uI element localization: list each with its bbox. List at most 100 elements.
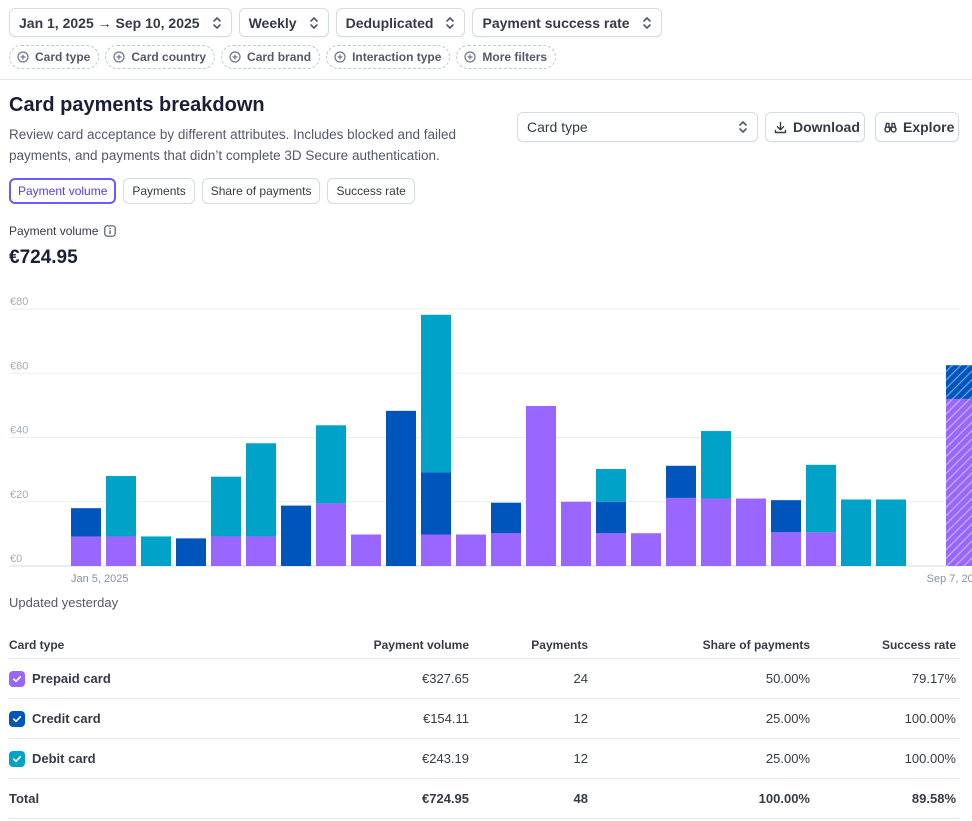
bar-segment-credit-card[interactable] (281, 505, 311, 566)
bar-segment-debit-card[interactable] (106, 476, 136, 537)
bar-segment-credit-card[interactable] (946, 365, 972, 399)
checkbox[interactable] (9, 710, 25, 727)
total-payments: 48 (573, 791, 588, 806)
metric-label: Payment volume (9, 224, 117, 238)
bar-segment-credit-card[interactable] (176, 538, 206, 566)
header-payments: Payments (531, 638, 588, 652)
group-by-label: Card type (527, 119, 588, 135)
x-tick-label: Jan 5, 2025 (71, 573, 129, 585)
group-by-select[interactable]: Card type (517, 112, 758, 142)
plus-circle-icon (464, 51, 477, 63)
row-payments: 24 (573, 671, 588, 686)
header-success-rate: Success rate (881, 638, 956, 652)
plus-circle-icon (17, 51, 29, 63)
filter-pill-interaction-type[interactable]: Interaction type (326, 45, 451, 69)
binoculars-icon (884, 121, 897, 134)
plus-circle-icon (334, 51, 346, 63)
filter-pill-label: More filters (482, 50, 548, 64)
bar-segment-credit-card[interactable] (596, 501, 626, 534)
bar-segment-prepaid-card[interactable] (666, 497, 696, 566)
bar-segment-prepaid-card[interactable] (456, 534, 486, 566)
row-volume: €243.19 (422, 751, 469, 766)
bar-segment-prepaid-card[interactable] (736, 498, 766, 566)
row-name: Prepaid card (9, 670, 111, 687)
bar-segment-prepaid-card[interactable] (316, 503, 346, 566)
dedup-label: Deduplicated (345, 14, 434, 31)
date-range-select[interactable]: Jan 1, 2025 → Sep 10, 2025 (9, 8, 232, 37)
bar-segment-prepaid-card[interactable] (246, 536, 276, 566)
total-label: Total (9, 791, 40, 806)
bar-segment-prepaid-card[interactable] (806, 532, 836, 566)
tab-payments[interactable]: Payments (123, 178, 195, 204)
bar-segment-credit-card[interactable] (71, 508, 101, 537)
y-tick-label: €80 (10, 296, 28, 308)
bar-segment-prepaid-card[interactable] (526, 406, 556, 566)
date-range-label: Jan 1, 2025 → Sep 10, 2025 (19, 14, 200, 31)
info-icon[interactable] (104, 225, 117, 237)
tab-success-rate[interactable]: Success rate (327, 178, 415, 204)
bar-segment-debit-card[interactable] (876, 499, 906, 566)
bar-segment-debit-card[interactable] (806, 464, 836, 533)
filter-pill-card-type[interactable]: Card type (9, 45, 100, 69)
chevron-up-down-icon (212, 16, 222, 30)
bar-segment-debit-card[interactable] (141, 536, 171, 566)
plus-circle-icon (229, 51, 241, 63)
chart-svg: €0 €20 €40 €60 €80 Jan 5, 2025 Sep 7, 2025 (10, 296, 972, 585)
tab-payment-volume[interactable]: Payment volume (9, 178, 117, 204)
explore-button[interactable]: Explore (875, 112, 959, 142)
section-title: Card payments breakdown (9, 94, 265, 116)
checkbox[interactable] (9, 750, 25, 767)
bar-segment-credit-card[interactable] (491, 502, 521, 534)
bar-segment-prepaid-card[interactable] (631, 533, 661, 566)
bar-segment-prepaid-card[interactable] (491, 533, 521, 566)
filter-pill-label: Interaction type (352, 50, 442, 64)
dedup-select[interactable]: Deduplicated (335, 8, 466, 37)
plus-circle-icon (113, 51, 125, 63)
bar-segment-prepaid-card[interactable] (421, 534, 451, 566)
chevron-up-down-icon (445, 16, 455, 30)
total-share: 100.00% (758, 791, 810, 806)
y-tick-label: €40 (10, 425, 28, 437)
checkbox[interactable] (9, 670, 25, 687)
interval-select[interactable]: Weekly (238, 8, 329, 37)
bar-segment-prepaid-card[interactable] (71, 536, 101, 566)
bar-segment-debit-card[interactable] (246, 443, 276, 537)
bar-segment-credit-card[interactable] (771, 500, 801, 533)
chart-bars (71, 314, 972, 566)
bar-segment-prepaid-card[interactable] (771, 532, 801, 566)
top-filter-bar: Jan 1, 2025 → Sep 10, 2025 Weekly Dedupl… (9, 8, 662, 37)
bar-segment-prepaid-card[interactable] (946, 398, 972, 566)
row-success: 100.00% (904, 751, 956, 766)
interval-label: Weekly (248, 14, 297, 31)
row-volume: €327.65 (422, 671, 469, 686)
filter-pill-card-country[interactable]: Card country (105, 45, 216, 69)
bar-segment-debit-card[interactable] (316, 425, 346, 504)
bar-segment-prepaid-card[interactable] (596, 533, 626, 566)
filter-pill-more-filters[interactable]: More filters (456, 45, 557, 69)
download-button[interactable]: Download (765, 112, 865, 142)
bar-segment-credit-card[interactable] (421, 472, 451, 535)
bar-segment-credit-card[interactable] (386, 410, 416, 566)
metric-select[interactable]: Payment success rate (472, 8, 662, 37)
bar-segment-prepaid-card[interactable] (106, 536, 136, 566)
metric-label-text: Payment volume (9, 224, 99, 238)
y-tick-label: €60 (10, 360, 28, 372)
bar-segment-debit-card[interactable] (841, 499, 871, 566)
row-success: 100.00% (904, 711, 956, 726)
bar-segment-prepaid-card[interactable] (561, 501, 591, 566)
chevron-up-down-icon (642, 16, 652, 30)
bar-segment-prepaid-card[interactable] (701, 498, 731, 566)
bar-segment-debit-card[interactable] (596, 468, 626, 502)
table-total-row: Total €724.95 48 100.00% 89.58% (9, 779, 959, 819)
filter-pill-label: Card type (35, 50, 91, 64)
filter-pill-card-brand[interactable]: Card brand (221, 45, 321, 69)
tab-share-of-payments[interactable]: Share of payments (201, 178, 321, 204)
bar-segment-prepaid-card[interactable] (211, 536, 241, 566)
bar-segment-debit-card[interactable] (211, 476, 241, 537)
row-success: 79.17% (911, 671, 956, 686)
bar-segment-debit-card[interactable] (421, 314, 451, 473)
bar-segment-credit-card[interactable] (666, 465, 696, 498)
bar-segment-prepaid-card[interactable] (351, 534, 381, 566)
metric-select-label: Payment success rate (482, 14, 630, 31)
bar-segment-debit-card[interactable] (701, 431, 731, 499)
